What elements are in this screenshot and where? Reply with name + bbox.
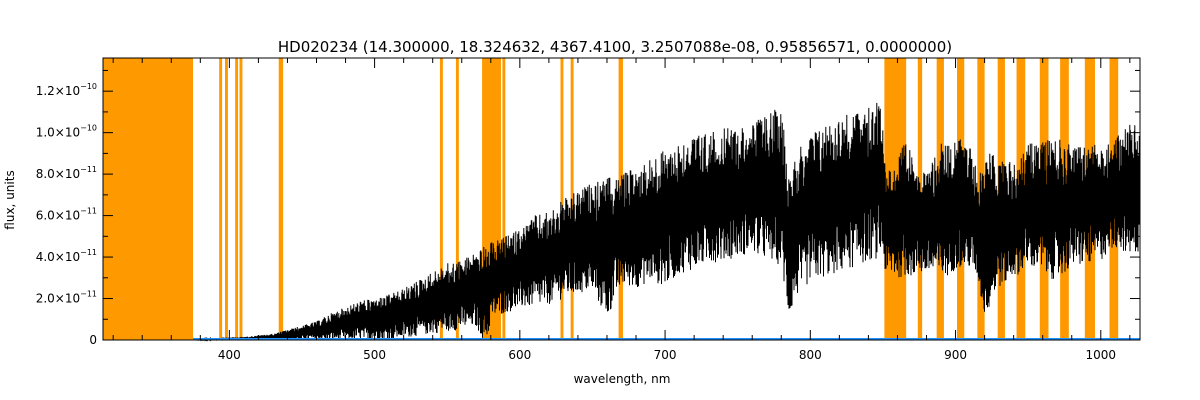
masked-region-4 <box>239 58 243 340</box>
x-tick-label-600: 600 <box>508 348 531 362</box>
y-axis-label: flux, units <box>3 170 17 229</box>
chart-title: HD020234 (14.300000, 18.324632, 4367.410… <box>278 38 952 56</box>
masked-region-3 <box>235 58 239 340</box>
x-tick-label-400: 400 <box>218 348 241 362</box>
masked-region-10 <box>560 58 564 340</box>
flux-line <box>193 102 1141 342</box>
y-tick-label-5: 1.0×10−10 <box>36 124 97 140</box>
y-tick-label-6: 1.2×10−10 <box>36 82 97 98</box>
masked-region-9 <box>502 58 506 340</box>
masked-region-6 <box>439 58 443 340</box>
masked-region-2 <box>225 58 228 340</box>
masked-region-5 <box>278 58 284 340</box>
x-tick-label-1000: 1000 <box>1086 348 1117 362</box>
x-tick-label-700: 700 <box>654 348 677 362</box>
y-tick-label-3: 6.0×10−11 <box>36 207 97 223</box>
y-tick-label-2: 4.0×10−11 <box>36 248 97 264</box>
plot-frame <box>102 57 1141 341</box>
y-tick-label-4: 8.0×10−11 <box>36 165 97 181</box>
masked-region-7 <box>455 58 459 340</box>
y-tick-label-0: 0 <box>89 333 97 347</box>
x-tick-label-900: 900 <box>944 348 967 362</box>
x-axis: 400 500 600 700 800 900 1000 <box>112 58 1131 362</box>
masked-region-0 <box>103 58 194 340</box>
x-axis-label: wavelength, nm <box>574 372 671 386</box>
flux-series <box>193 102 1141 342</box>
y-axis: 0 2.0×10−11 4.0×10−11 6.0×10−11 8.0×10−11 1.0… <box>36 69 1140 347</box>
y-tick-label-1: 2.0×10−11 <box>36 290 97 306</box>
x-tick-label-500: 500 <box>363 348 386 362</box>
masked-region-1 <box>219 58 223 340</box>
x-tick-label-800: 800 <box>799 348 822 362</box>
